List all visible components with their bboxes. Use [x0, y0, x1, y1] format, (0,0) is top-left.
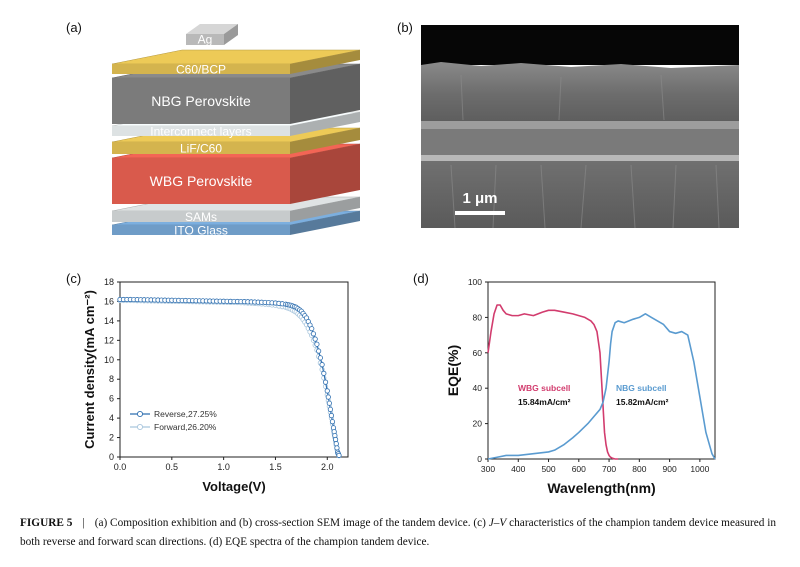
x-tick-label: 1.5 — [269, 462, 282, 472]
caption-separator: | — [82, 517, 85, 529]
x-tick-label: 300 — [481, 464, 495, 474]
y-tick-label: 0 — [109, 452, 114, 462]
plot-frame — [487, 281, 716, 460]
x-tick-label: 800 — [632, 464, 646, 474]
jv-legend: Reverse,27.25% Forward,26.20% — [130, 409, 217, 432]
sem-nbg-layer — [421, 62, 739, 125]
x-tick-label: 400 — [511, 464, 525, 474]
eqe-chart: 300 400 500 600 700 800 900 1000 0 20 40 60 80 100 Wav… — [445, 277, 716, 496]
data-point — [326, 400, 332, 406]
y-tick-label: 6 — [109, 394, 114, 404]
data-point — [310, 331, 317, 337]
legend-label: Reverse,27.25% — [154, 409, 217, 419]
data-point — [309, 326, 315, 332]
data-point — [321, 370, 327, 376]
nbg-current-density: 15.82mA/cm² — [616, 397, 669, 407]
data-point — [333, 441, 339, 447]
x-tick-label: 1.0 — [217, 462, 230, 472]
y-tick-label: 60 — [473, 348, 483, 358]
y-tick-label: 80 — [473, 312, 483, 322]
data-point — [332, 436, 339, 443]
x-tick-label: 1000 — [690, 464, 709, 474]
legend-marker — [136, 410, 144, 418]
caption-text-1: (a) Composition exhibition and (b) cross… — [94, 517, 489, 529]
stack-label: SAMs — [185, 210, 217, 224]
stack-label: C60/BCP — [176, 63, 226, 77]
x-tick-label: 900 — [663, 464, 677, 474]
data-point — [322, 379, 329, 385]
y-tick-label: 4 — [109, 413, 114, 423]
y-tick-label: 2 — [109, 433, 114, 443]
sem-glass-substrate — [421, 161, 739, 228]
y-tick-label: 18 — [104, 277, 114, 287]
x-tick-label: 700 — [602, 464, 616, 474]
data-point — [317, 355, 323, 361]
caption-jv-italic: J–V — [488, 517, 507, 529]
sem-scale-label: 1 μm — [462, 190, 497, 207]
sem-interconnect-layer — [421, 121, 739, 129]
data-point — [329, 419, 336, 425]
nbg-series-name: NBG subcell — [616, 383, 667, 393]
y-tick-label: 16 — [104, 296, 114, 306]
series-line-nbg — [487, 313, 716, 460]
sem-vacuum-region — [421, 25, 739, 65]
data-point — [336, 452, 342, 458]
wbg-current-density: 15.84mA/cm² — [518, 397, 571, 407]
data-point — [327, 406, 333, 412]
y-tick-label: 40 — [473, 383, 483, 393]
data-point — [316, 348, 322, 354]
plot-frame — [119, 281, 349, 458]
stack-label: NBG Perovskite — [151, 93, 251, 109]
y-tick-label: 12 — [104, 335, 114, 345]
y-axis-label: Current density(mA cm⁻²) — [82, 290, 97, 449]
wbg-series-name: WBG subcell — [518, 383, 570, 393]
data-point — [312, 336, 318, 342]
y-tick-label: 20 — [473, 419, 483, 429]
y-tick-label: 14 — [104, 316, 114, 326]
stack-label: ITO Glass — [174, 224, 228, 238]
x-tick-label: 2.0 — [321, 462, 334, 472]
sem-wbg-layer — [421, 129, 739, 159]
y-tick-label: 8 — [109, 374, 114, 384]
data-point — [319, 362, 325, 368]
legend-marker — [136, 423, 144, 431]
stack-layer-c60-bcp: C60/BCP — [111, 49, 361, 77]
y-axis-label: EQE(%) — [445, 345, 461, 396]
x-tick-label: 0.5 — [166, 462, 179, 472]
series-line-wbg — [487, 304, 619, 460]
sem-grain-lines — [450, 74, 720, 228]
x-axis-label: Voltage(V) — [202, 479, 265, 494]
panel-label-a: (a) — [66, 20, 82, 35]
x-tick-label: 500 — [541, 464, 555, 474]
sem-ito-layer — [421, 155, 739, 161]
sem-scale-bar — [455, 211, 505, 215]
y-tick-label: 100 — [468, 277, 482, 287]
data-point — [324, 388, 330, 394]
data-point — [314, 341, 320, 347]
y-tick-label: 0 — [477, 454, 482, 464]
y-tick-label: 10 — [104, 355, 114, 365]
figure-number: FIGURE 5 — [20, 517, 73, 529]
stack-label: Ag — [198, 33, 213, 47]
panel-label-b: (b) — [397, 20, 413, 35]
x-tick-label: 0.0 — [114, 462, 127, 472]
data-point — [334, 445, 340, 451]
stack-label: Interconnect layers — [150, 125, 251, 139]
figure-caption: FIGURE 5 | (a) Composition exhibition and … — [20, 514, 782, 552]
panel-label-c: (c) — [66, 271, 82, 286]
stack-layer-ag: Ag — [186, 24, 238, 47]
data-point — [325, 394, 331, 400]
stack-label: WBG Perovskite — [150, 173, 253, 189]
legend-label: Forward,26.20% — [154, 422, 217, 432]
x-axis-label: Wavelength(nm) — [547, 480, 655, 496]
panel-label-d: (d) — [413, 271, 429, 286]
caption-text-2: characteristics of the champion tandem d… — [20, 517, 777, 548]
stack-label: LiF/C60 — [180, 142, 222, 156]
jv-chart: 0.0 0.5 1.0 1.5 2.0 0 2 4 6 8 10 12 14 16 18 Voltage(V)… — [82, 277, 349, 494]
sem-image: 1 μm — [421, 25, 739, 228]
x-tick-label: 600 — [572, 464, 586, 474]
data-point — [328, 412, 335, 419]
